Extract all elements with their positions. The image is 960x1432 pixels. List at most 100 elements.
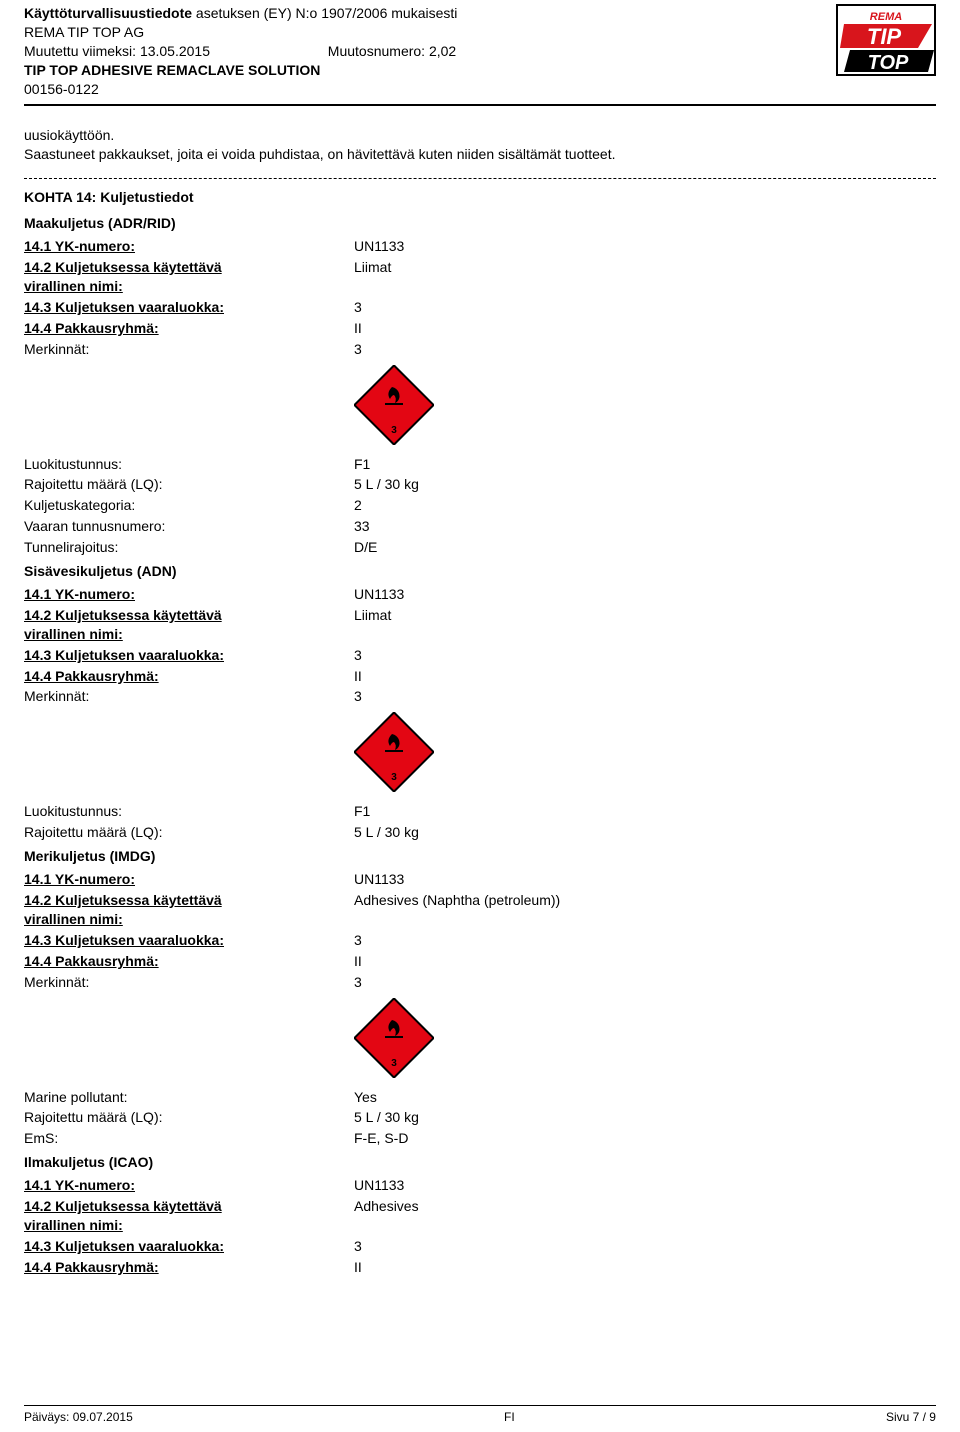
row-value: F-E, S-D xyxy=(354,1129,936,1148)
hazard-diamond-imdg: 3 xyxy=(354,998,936,1078)
row-label: 14.1 YK-numero: xyxy=(24,870,354,889)
data-row: 14.2 Kuljetuksessa käytettävä virallinen… xyxy=(24,606,936,644)
row-value: F1 xyxy=(354,802,936,821)
row-label: 14.2 Kuljetuksessa käytettävä virallinen… xyxy=(24,258,354,296)
header-title-bold: Käyttöturvallisuustiedote xyxy=(24,5,192,21)
data-row: 14.3 Kuljetuksen vaaraluokka:3 xyxy=(24,646,936,665)
intro-line1: uusiokäyttöön. xyxy=(24,126,936,145)
header-revision-label: Muutosnumero: xyxy=(328,43,429,59)
svg-text:3: 3 xyxy=(391,425,397,436)
header-code: 00156-0122 xyxy=(24,80,936,99)
data-row: Merkinnät:3 xyxy=(24,687,936,706)
row-value: 3 xyxy=(354,646,936,665)
logo-tip-text: TIP xyxy=(867,24,902,49)
row-label: Luokitustunnus: xyxy=(24,455,354,474)
row-value: UN1133 xyxy=(354,237,936,256)
row-label: 14.1 YK-numero: xyxy=(24,585,354,604)
logo-rema-text: REMA xyxy=(870,11,902,23)
row-label: 14.2 Kuljetuksessa käytettävä virallinen… xyxy=(24,1197,354,1235)
row-label: 14.4 Pakkausryhmä: xyxy=(24,319,354,338)
page: REMA TIP TOP Käyttöturvallisuustiedote a… xyxy=(0,0,960,1432)
tiptop-logo-icon: REMA TIP TOP xyxy=(836,4,936,76)
row-label: Kuljetuskategoria: xyxy=(24,496,354,515)
row-value: 3 xyxy=(354,340,936,359)
row-label: Merkinnät: xyxy=(24,340,354,359)
data-row: 14.3 Kuljetuksen vaaraluokka:3 xyxy=(24,931,936,950)
row-label: Luokitustunnus: xyxy=(24,802,354,821)
row-value: II xyxy=(354,952,936,971)
data-row: 14.1 YK-numero:UN1133 xyxy=(24,237,936,256)
imdg-heading: Merikuljetus (IMDG) xyxy=(24,848,936,864)
hazard-diamond-adn: 3 xyxy=(354,712,936,792)
data-row: 14.1 YK-numero:UN1133 xyxy=(24,870,936,889)
svg-text:3: 3 xyxy=(391,772,397,783)
logo-top-text: TOP xyxy=(868,52,909,74)
row-value: UN1133 xyxy=(354,870,936,889)
data-row: 14.3 Kuljetuksen vaaraluokka:3 xyxy=(24,1237,936,1256)
row-value: 3 xyxy=(354,973,936,992)
header-modified-date: 13.05.2015 xyxy=(140,43,210,59)
data-row: EmS:F-E, S-D xyxy=(24,1129,936,1148)
row-label: 14.3 Kuljetuksen vaaraluokka: xyxy=(24,1237,354,1256)
svg-text:3: 3 xyxy=(391,1058,397,1069)
header-revision-no: 2,02 xyxy=(429,43,456,59)
adr-block: 14.1 YK-numero:UN113314.2 Kuljetuksessa … xyxy=(24,237,936,358)
data-row: Merkinnät:3 xyxy=(24,340,936,359)
row-label: 14.2 Kuljetuksessa käytettävä virallinen… xyxy=(24,891,354,929)
row-value: F1 xyxy=(354,455,936,474)
data-row: Tunnelirajoitus:D/E xyxy=(24,538,936,557)
row-value: 5 L / 30 kg xyxy=(354,475,936,494)
row-value: 5 L / 30 kg xyxy=(354,1108,936,1127)
row-value: 3 xyxy=(354,298,936,317)
header-modified: Muutettu viimeksi: 13.05.2015 Muutosnume… xyxy=(24,42,936,61)
row-label: 14.4 Pakkausryhmä: xyxy=(24,952,354,971)
intro-paragraph: uusiokäyttöön. Saastuneet pakkaukset, jo… xyxy=(24,126,936,164)
row-value: 3 xyxy=(354,687,936,706)
footer-right: Sivu 7 / 9 xyxy=(886,1410,936,1424)
row-value: UN1133 xyxy=(354,1176,936,1195)
data-row: 14.4 Pakkausryhmä:II xyxy=(24,952,936,971)
data-row: 14.2 Kuljetuksessa käytettävä virallinen… xyxy=(24,258,936,296)
row-label: Rajoitettu määrä (LQ): xyxy=(24,475,354,494)
data-row: Luokitustunnus:F1 xyxy=(24,802,936,821)
row-label: 14.3 Kuljetuksen vaaraluokka: xyxy=(24,646,354,665)
row-value: 5 L / 30 kg xyxy=(354,823,936,842)
data-row: Rajoitettu määrä (LQ):5 L / 30 kg xyxy=(24,823,936,842)
dashed-separator xyxy=(24,178,936,179)
header-title: Käyttöturvallisuustiedote asetuksen (EY)… xyxy=(24,4,936,23)
imdg-block: 14.1 YK-numero:UN113314.2 Kuljetuksessa … xyxy=(24,870,936,991)
data-row: Rajoitettu määrä (LQ):5 L / 30 kg xyxy=(24,475,936,494)
header-title-rest: asetuksen (EY) N:o 1907/2006 mukaisesti xyxy=(192,5,457,21)
row-label: 14.2 Kuljetuksessa käytettävä virallinen… xyxy=(24,606,354,644)
row-label: Rajoitettu määrä (LQ): xyxy=(24,1108,354,1127)
icao-heading: Ilmakuljetus (ICAO) xyxy=(24,1154,936,1170)
row-label: 14.1 YK-numero: xyxy=(24,237,354,256)
header-company: REMA TIP TOP AG xyxy=(24,23,936,42)
data-row: 14.1 YK-numero:UN1133 xyxy=(24,585,936,604)
data-row: 14.4 Pakkausryhmä:II xyxy=(24,667,936,686)
row-label: Vaaran tunnusnumero: xyxy=(24,517,354,536)
row-label: Merkinnät: xyxy=(24,973,354,992)
section-14-title: KOHTA 14: Kuljetustiedot xyxy=(24,189,936,205)
row-label: 14.3 Kuljetuksen vaaraluokka: xyxy=(24,931,354,950)
data-row: Marine pollutant:Yes xyxy=(24,1088,936,1107)
intro-line2: Saastuneet pakkaukset, joita ei voida pu… xyxy=(24,145,936,164)
row-value: 33 xyxy=(354,517,936,536)
row-value: Adhesives xyxy=(354,1197,936,1235)
data-row: 14.4 Pakkausryhmä:II xyxy=(24,1258,936,1277)
hazard-diamond-adr: 3 xyxy=(354,365,936,445)
row-value: 3 xyxy=(354,1237,936,1256)
row-value: II xyxy=(354,1258,936,1277)
data-row: 14.3 Kuljetuksen vaaraluokka:3 xyxy=(24,298,936,317)
adr-after-block: Luokitustunnus:F1Rajoitettu määrä (LQ):5… xyxy=(24,455,936,557)
row-label: Merkinnät: xyxy=(24,687,354,706)
row-label: 14.3 Kuljetuksen vaaraluokka: xyxy=(24,298,354,317)
row-value: 3 xyxy=(354,931,936,950)
row-label: Marine pollutant: xyxy=(24,1088,354,1107)
adn-after-block: Luokitustunnus:F1 Rajoitettu määrä (LQ):5… xyxy=(24,802,936,842)
header-modified-label: Muutettu viimeksi: xyxy=(24,43,140,59)
footer-date: 09.07.2015 xyxy=(73,1410,133,1424)
data-row: 14.1 YK-numero:UN1133 xyxy=(24,1176,936,1195)
footer-date-label: Päiväys: xyxy=(24,1410,73,1424)
row-value: Liimat xyxy=(354,606,936,644)
